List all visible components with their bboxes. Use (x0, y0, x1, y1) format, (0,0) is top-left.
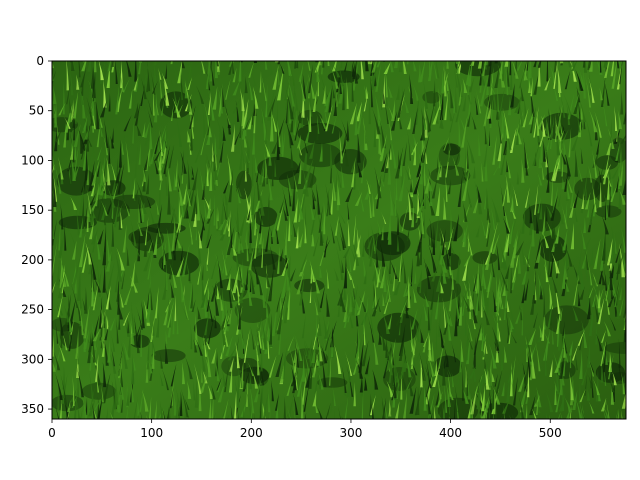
y-tick-label: 50 (29, 104, 44, 118)
x-tick-label: 200 (240, 426, 263, 440)
grass-image (52, 61, 626, 419)
plot-frame (51, 60, 627, 420)
plot-area (51, 60, 627, 420)
y-tick-label: 150 (21, 203, 44, 217)
x-tick-label: 300 (340, 426, 363, 440)
x-tick-label: 400 (439, 426, 462, 440)
y-tick-label: 0 (36, 54, 44, 68)
x-axis: 0 100 200 300 400 500 (48, 419, 562, 440)
y-axis: 0 50 100 150 200 250 300 350 (21, 54, 52, 416)
y-tick-label: 350 (21, 402, 44, 416)
x-tick-label: 500 (539, 426, 562, 440)
y-tick-label: 250 (21, 303, 44, 317)
x-tick-label: 0 (48, 426, 56, 440)
y-tick-label: 300 (21, 352, 44, 366)
x-tick-label: 100 (140, 426, 163, 440)
y-tick-label: 100 (21, 153, 44, 167)
y-tick-label: 200 (21, 253, 44, 267)
